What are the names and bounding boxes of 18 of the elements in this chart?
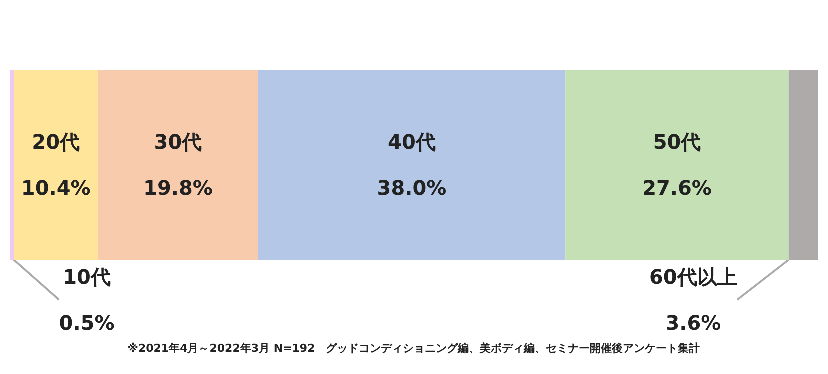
text: 60代以上 bbox=[650, 265, 738, 289]
bar bbox=[98, 70, 258, 260]
data-label: 0.5% bbox=[59, 311, 115, 335]
data-label: 38.0% bbox=[377, 176, 447, 200]
text: 10代 bbox=[63, 265, 111, 289]
data-label: 10.4% bbox=[21, 176, 91, 200]
data-label: 19.8% bbox=[144, 176, 213, 200]
bar bbox=[566, 70, 789, 260]
series-label: 20代 bbox=[32, 130, 80, 154]
data-label: 3.6% bbox=[666, 311, 722, 335]
bar bbox=[258, 70, 566, 260]
series-label: 40代 bbox=[388, 130, 436, 154]
series-label: 50代 bbox=[653, 130, 702, 154]
series-label: 30代 bbox=[154, 130, 202, 154]
data-label: 27.6% bbox=[642, 176, 712, 200]
bar bbox=[14, 70, 98, 260]
bar bbox=[10, 70, 14, 260]
text: ※2021年4月～2022年3月 N=192 グッドコンディショニング編、美ボディ編、セミナー開催後アンケート集計 bbox=[128, 342, 700, 355]
